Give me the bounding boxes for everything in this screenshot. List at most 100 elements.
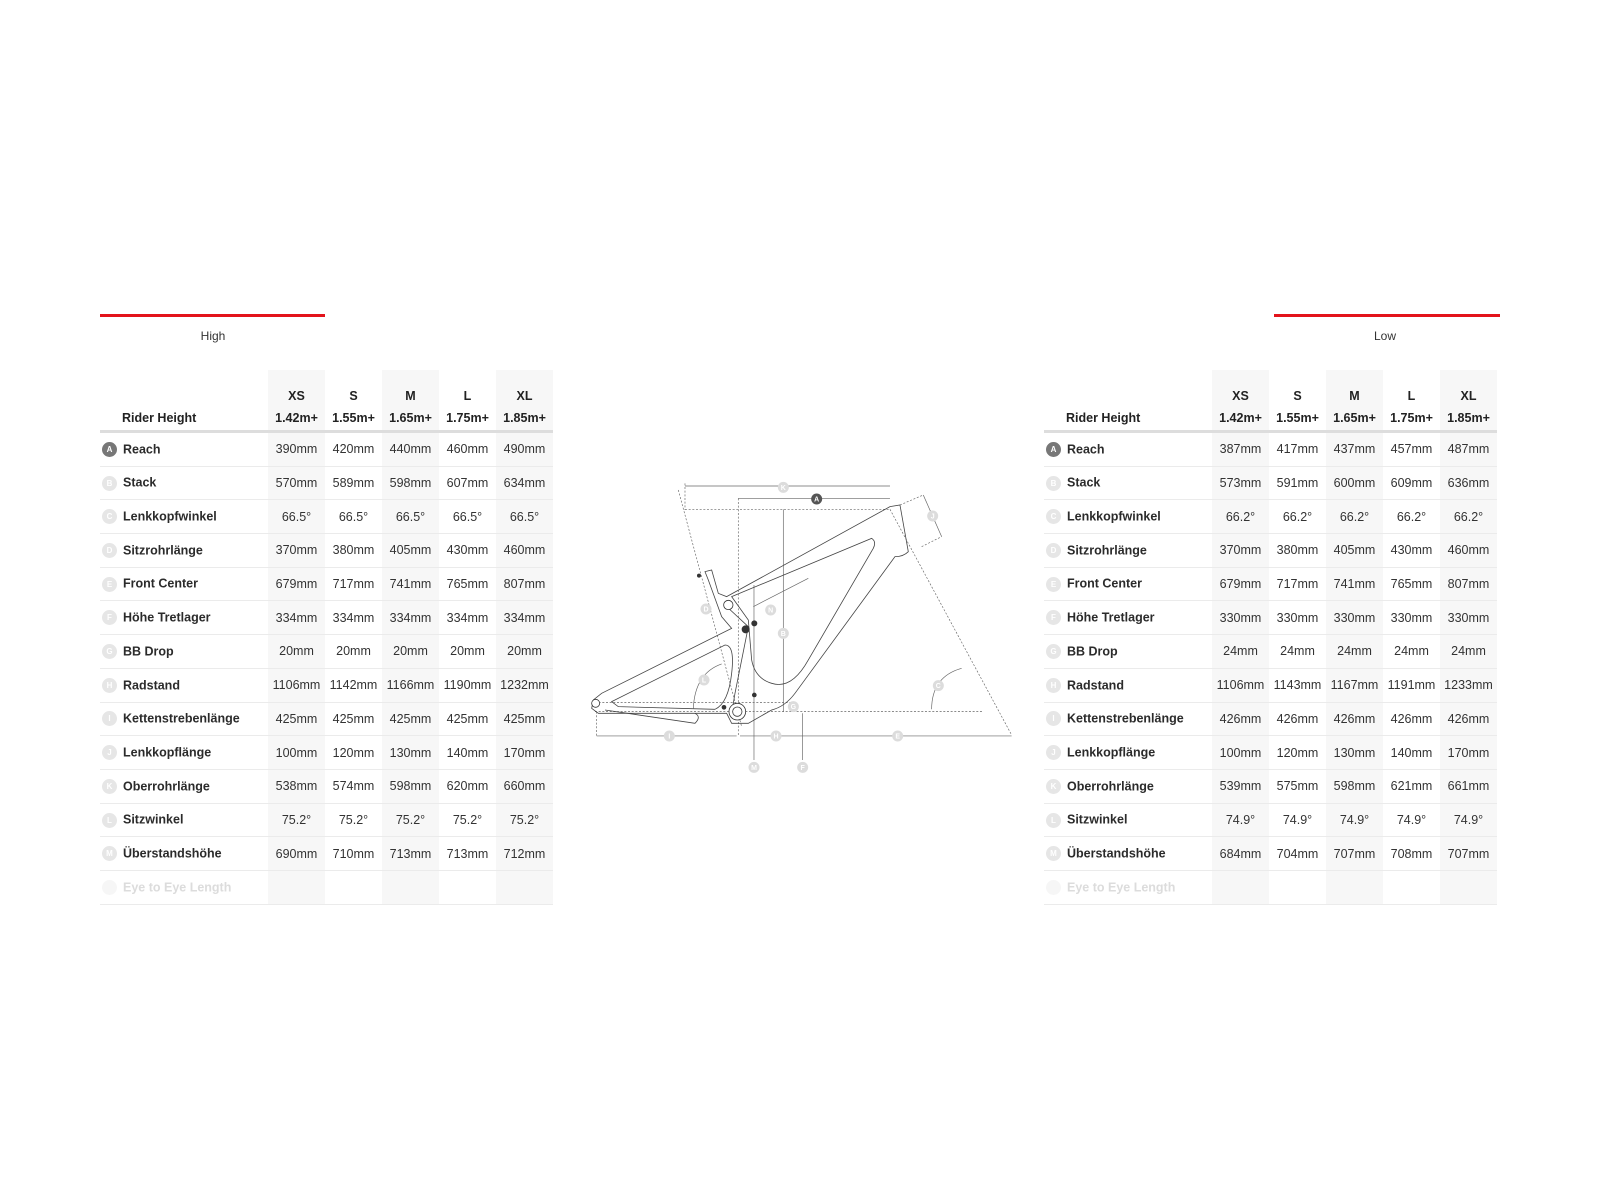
measurement-label: Sitzrohrlänge (123, 543, 203, 558)
measurement-value: 426mm (1326, 702, 1383, 737)
measurement-value: 1190mm (439, 668, 496, 703)
geometry-row: L Sitzwinkel 74.9° 74.9° 74.9° 74.9° 74.9° (1044, 803, 1497, 838)
rider-height-label: Rider Height (122, 411, 197, 425)
diagram-label-l-icon (698, 674, 710, 686)
measurement-label: Reach (1067, 442, 1105, 457)
measurement-value (1212, 870, 1269, 905)
geometry-row: K Oberrohrlänge 539mm 575mm 598mm 621mm 661mm (1044, 769, 1497, 804)
measurement-value: 425mm (496, 702, 553, 737)
tab-low[interactable]: Low (1373, 329, 1397, 343)
geometry-row: M Überstandshöhe 690mm 710mm 713mm 713mm 712mm (100, 836, 553, 871)
geometry-row: N Eye to Eye Length (1044, 870, 1497, 905)
measurement-value: 334mm (268, 600, 325, 636)
measurement-value: 426mm (1212, 702, 1269, 737)
measurement-value: 684mm (1212, 836, 1269, 871)
measurement-key-icon: D (102, 543, 117, 558)
geometry-row: H Radstand 1106mm 1143mm 1167mm 1191mm 1233mm (1044, 668, 1497, 703)
measurement-value: 591mm (1269, 466, 1326, 501)
measurement-label: Kettenstrebenlänge (1067, 711, 1184, 726)
measurement-value: 440mm (382, 431, 439, 467)
diagram-label-l: L (702, 678, 707, 685)
measurement-key-icon: M (1046, 846, 1061, 862)
size-header: L (463, 389, 472, 403)
measurement-value: 707mm (1326, 836, 1383, 871)
measurement-value: 66.5° (496, 499, 553, 535)
measurement-value: 370mm (268, 533, 325, 568)
measurement-value: 405mm (382, 533, 439, 568)
measurement-value: 100mm (268, 735, 325, 770)
measurement-key-icon: J (102, 745, 117, 761)
measurement-value: 679mm (1212, 567, 1269, 602)
measurement-value: 573mm (1212, 466, 1269, 501)
measurement-value: 120mm (325, 735, 382, 770)
measurement-label: Sitzrohrlänge (1067, 543, 1147, 558)
rider-height-value: 1.85m+ (1440, 406, 1497, 433)
measurement-label: Stack (1067, 476, 1101, 491)
measurement-value: 20mm (268, 634, 325, 669)
measurement-value: 713mm (382, 836, 439, 871)
measurement-value: 130mm (1326, 735, 1383, 770)
size-header: M (382, 370, 439, 406)
geometry-table-low: XS S M L XL Rider Height 1.42m+ 1.55m+ 1.65m+ 1.7… (1044, 370, 1497, 905)
measurement-value: 66.5° (268, 499, 325, 535)
measurement-value: 370mm (1212, 533, 1269, 568)
measurement-value: 66.5° (439, 499, 496, 535)
measurement-key-icon: C (102, 509, 117, 525)
measurement-value: 426mm (1440, 702, 1497, 737)
measurement-value: 765mm (1383, 567, 1440, 602)
geometry-row: A Reach 390mm 420mm 440mm 460mm 490mm (100, 431, 553, 467)
size-header: S (1293, 389, 1302, 403)
measurement-key-icon: G (102, 644, 117, 660)
geometry-row: J Lenkkopflänge 100mm 120mm 130mm 140mm 170mm (100, 735, 553, 770)
measurement-value: 74.9° (1269, 803, 1326, 838)
measurement-value: 75.2° (382, 803, 439, 838)
measurement-value: 330mm (1212, 600, 1269, 636)
measurement-key-icon: F (1046, 610, 1061, 626)
diagram-label-n: N (768, 608, 773, 615)
diagram-label-j-icon (927, 510, 939, 522)
measurement-value: 574mm (325, 769, 382, 804)
measurement-value: 1142mm (325, 668, 382, 703)
diagram-label-h-icon (770, 730, 782, 742)
measurement-value (1269, 870, 1326, 905)
diagram-label-f-icon (797, 761, 809, 773)
tab-high[interactable]: High (200, 329, 226, 343)
measurement-value: 1143mm (1269, 668, 1326, 703)
geometry-row: C Lenkkopfwinkel 66.5° 66.5° 66.5° 66.5° 66.5° (100, 499, 553, 535)
diagram-label-g-icon (787, 701, 799, 713)
measurement-label: Reach (123, 442, 161, 457)
measurement-value: 390mm (268, 431, 325, 467)
diagram-label-m-icon (748, 761, 760, 773)
measurement-value: 380mm (325, 533, 382, 568)
measurement-value: 20mm (382, 634, 439, 669)
measurement-key-icon: M (102, 846, 117, 862)
diagram-label-k-icon (777, 481, 789, 493)
measurement-value: 425mm (439, 702, 496, 737)
measurement-value: 704mm (1269, 836, 1326, 871)
measurement-value (1383, 870, 1440, 905)
dimension-lines (594, 483, 1012, 760)
measurement-label: BB Drop (1067, 644, 1118, 659)
geometry-row: I Kettenstrebenlänge 426mm 426mm 426mm 426mm 4… (1044, 702, 1497, 737)
measurement-value: 120mm (1269, 735, 1326, 770)
measurement-label: BB Drop (123, 644, 174, 659)
measurement-value: 708mm (1383, 836, 1440, 871)
measurement-value: 600mm (1326, 466, 1383, 501)
measurement-value: 717mm (1269, 567, 1326, 602)
diagram-label-m: M (751, 765, 757, 772)
diagram-label-c: C (936, 683, 941, 690)
measurement-value: 490mm (496, 431, 553, 467)
tab-low-indicator (1274, 314, 1500, 317)
measurement-value (1326, 870, 1383, 905)
rider-height-value: 1.42m+ (268, 406, 325, 433)
measurement-key-icon: E (1046, 576, 1061, 592)
measurement-label: Eye to Eye Length (1067, 880, 1176, 895)
measurement-value: 170mm (1440, 735, 1497, 770)
geometry-row: G BB Drop 20mm 20mm 20mm 20mm 20mm (100, 634, 553, 669)
measurement-value: 100mm (1212, 735, 1269, 770)
geometry-table-high: XS S M L XL Rider Height 1.42m+ 1.55m+ 1.65m+ 1.7… (100, 370, 553, 905)
geometry-row: M Überstandshöhe 684mm 704mm 707mm 708mm 707mm (1044, 836, 1497, 871)
measurement-value: 24mm (1326, 634, 1383, 669)
measurement-value: 457mm (1383, 431, 1440, 467)
measurement-value: 330mm (1269, 600, 1326, 636)
